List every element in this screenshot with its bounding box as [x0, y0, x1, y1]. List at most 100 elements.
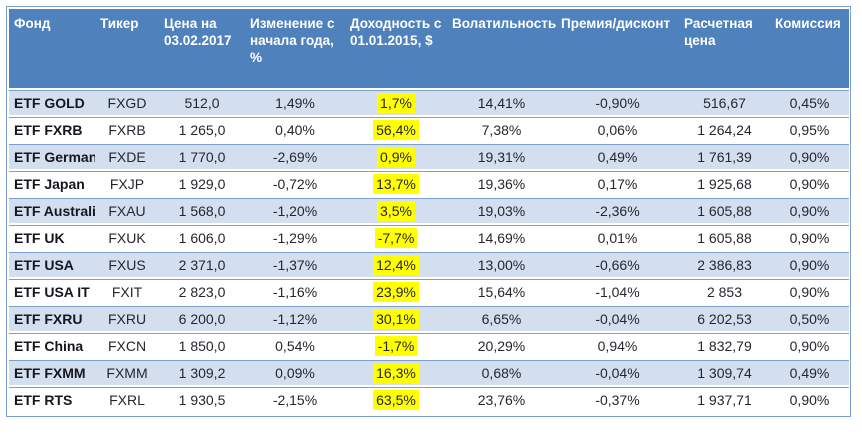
table-body: ETF GOLD FXGD 512,0 1,49% 1,7% 14,41% -0,90% 51… — [9, 90, 849, 412]
cell-calc-price: 6 202,53 — [679, 306, 770, 331]
cell-price: 1 265,0 — [159, 117, 245, 142]
cell-return-since-2015: -1,7% — [345, 333, 447, 358]
cell-fund: ETF USA IT — [9, 279, 95, 304]
cell-return-since-2015: 13,7% — [345, 171, 447, 196]
cell-fund: ETF FXMM — [9, 360, 95, 385]
cell-ytd-change: 0,09% — [245, 360, 345, 385]
highlighted-return-value: 30,1% — [373, 309, 419, 329]
cell-ticker: FXRL — [95, 387, 159, 412]
cell-return-since-2015: 16,3% — [345, 360, 447, 385]
highlighted-return-value: 1,7% — [377, 93, 415, 113]
cell-fee: 0,90% — [770, 279, 849, 304]
cell-return-since-2015: -7,7% — [345, 225, 447, 250]
cell-return-since-2015: 12,4% — [345, 252, 447, 277]
table-row-etf-usa: ETF USA FXUS 2 371,0 -1,37% 12,4% 13,00% -0,66… — [9, 252, 849, 277]
cell-premium-discount: -2,36% — [556, 198, 679, 223]
cell-price: 2 823,0 — [159, 279, 245, 304]
cell-fee: 0,90% — [770, 387, 849, 412]
highlighted-return-value: 23,9% — [373, 282, 419, 302]
cell-fee: 0,45% — [770, 90, 849, 115]
highlighted-return-value: -7,7% — [374, 228, 418, 248]
cell-premium-discount: -0,66% — [556, 252, 679, 277]
etf-table: Фонд Тикер Цена на 03.02.2017 Изменение с н… — [9, 7, 849, 414]
cell-fund: ETF FXRU — [9, 306, 95, 331]
cell-price: 1 568,0 — [159, 198, 245, 223]
cell-volatility: 7,38% — [447, 117, 556, 142]
cell-fund: ETF Australia — [9, 198, 95, 223]
cell-calc-price: 1 832,79 — [679, 333, 770, 358]
highlighted-return-value: 56,4% — [373, 120, 419, 140]
cell-fund: ETF Japan — [9, 171, 95, 196]
cell-price: 1 850,0 — [159, 333, 245, 358]
cell-premium-discount: 0,01% — [556, 225, 679, 250]
cell-ytd-change: -1,20% — [245, 198, 345, 223]
cell-fund: ETF UK — [9, 225, 95, 250]
cell-fee: 0,90% — [770, 225, 849, 250]
cell-volatility: 19,36% — [447, 171, 556, 196]
cell-fee: 0,90% — [770, 252, 849, 277]
cell-ticker: FXMM — [95, 360, 159, 385]
table-row-etf-germany: ETF GermanyFXDE1 770,0-2,69%0,9%19,31%0,… — [9, 144, 849, 169]
cell-volatility: 19,31% — [447, 144, 556, 169]
column-header-premium-discount: Премия/дисконт — [556, 9, 679, 88]
cell-volatility: 14,69% — [447, 225, 556, 250]
cell-calc-price: 2 386,83 — [679, 252, 770, 277]
cell-volatility: 6,65% — [447, 306, 556, 331]
cell-return-since-2015: 56,4% — [345, 117, 447, 142]
cell-ticker: FXUK — [95, 225, 159, 250]
cell-calc-price: 2 853 — [679, 279, 770, 304]
cell-premium-discount: 0,49% — [556, 144, 679, 169]
cell-price: 6 200,0 — [159, 306, 245, 331]
header-row: Фонд Тикер Цена на 03.02.2017 Изменение с н… — [9, 9, 849, 88]
column-header-ticker: Тикер — [95, 9, 159, 88]
highlighted-return-value: 12,4% — [373, 255, 419, 275]
cell-fee: 0,50% — [770, 306, 849, 331]
cell-premium-discount: -0,04% — [556, 360, 679, 385]
cell-calc-price: 1 605,88 — [679, 225, 770, 250]
table-row-etf-fxmm: ETF FXMM FXMM 1 309,2 0,09% 16,3% 0,68% -0,04%… — [9, 360, 849, 385]
cell-ticker: FXGD — [95, 90, 159, 115]
cell-ticker: FXJP — [95, 171, 159, 196]
cell-ticker: FXAU — [95, 198, 159, 223]
cell-return-since-2015: 23,9% — [345, 279, 447, 304]
cell-ytd-change: -1,16% — [245, 279, 345, 304]
cell-ticker: FXCN — [95, 333, 159, 358]
cell-premium-discount: -1,04% — [556, 279, 679, 304]
cell-price: 1 930,5 — [159, 387, 245, 412]
cell-calc-price: 1 309,74 — [679, 360, 770, 385]
cell-price: 512,0 — [159, 90, 245, 115]
cell-ytd-change: -2,69% — [245, 144, 345, 169]
cell-price: 1 929,0 — [159, 171, 245, 196]
cell-return-since-2015: 0,9% — [345, 144, 447, 169]
highlighted-return-value: 13,7% — [373, 174, 419, 194]
cell-ytd-change: 1,49% — [245, 90, 345, 115]
cell-premium-discount: -0,37% — [556, 387, 679, 412]
cell-fee: 0,90% — [770, 171, 849, 196]
cell-fund: ETF FXRB — [9, 117, 95, 142]
cell-ytd-change: -1,37% — [245, 252, 345, 277]
highlighted-return-value: 3,5% — [377, 201, 415, 221]
table-row-etf-japan: ETF Japan FXJP 1 929,0 -0,72% 13,7% 19,36% 0,1… — [9, 171, 849, 196]
cell-fee: 0,90% — [770, 198, 849, 223]
highlighted-return-value: 63,5% — [373, 390, 419, 410]
column-header-price: Цена на 03.02.2017 — [159, 9, 245, 88]
highlighted-return-value: -1,7% — [374, 336, 418, 356]
cell-ytd-change: -0,72% — [245, 171, 345, 196]
cell-volatility: 13,00% — [447, 252, 556, 277]
cell-calc-price: 516,67 — [679, 90, 770, 115]
cell-volatility: 23,76% — [447, 387, 556, 412]
cell-ytd-change: -1,12% — [245, 306, 345, 331]
cell-premium-discount: -0,04% — [556, 306, 679, 331]
cell-ticker: FXIT — [95, 279, 159, 304]
cell-ticker: FXRU — [95, 306, 159, 331]
cell-calc-price: 1 605,88 — [679, 198, 770, 223]
cell-fee: 0,90% — [770, 333, 849, 358]
cell-ticker: FXUS — [95, 252, 159, 277]
table-header: Фонд Тикер Цена на 03.02.2017 Изменение с н… — [9, 9, 849, 88]
cell-fund: ETF USA — [9, 252, 95, 277]
table-row-etf-fxrb: ETF FXRB FXRB 1 265,0 0,40% 56,4% 7,38% 0,06% 1… — [9, 117, 849, 142]
cell-calc-price: 1 761,39 — [679, 144, 770, 169]
highlighted-return-value: 0,9% — [377, 147, 415, 167]
table-row-etf-fxru: ETF FXRU FXRU 6 200,0 -1,12% 30,1% 6,65% -0,04… — [9, 306, 849, 331]
